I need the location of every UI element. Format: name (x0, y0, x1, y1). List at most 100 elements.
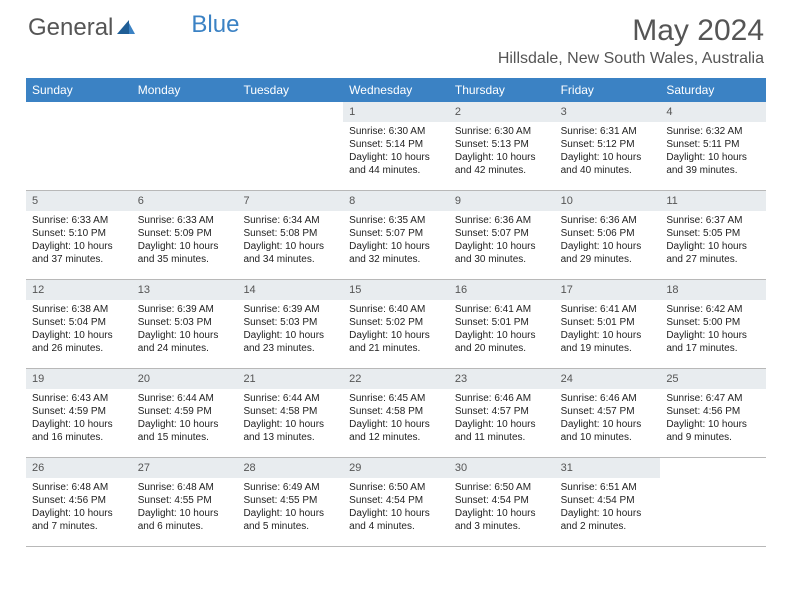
month-title: May 2024 (498, 14, 764, 48)
sunrise-text: Sunrise: 6:51 AM (561, 481, 655, 494)
daylight-text: Daylight: 10 hours and 5 minutes. (243, 507, 337, 533)
day-cell: 24Sunrise: 6:46 AMSunset: 4:57 PMDayligh… (555, 369, 661, 457)
location-text: Hillsdale, New South Wales, Australia (498, 50, 764, 68)
daylight-text: Daylight: 10 hours and 7 minutes. (32, 507, 126, 533)
day-number: 1 (343, 102, 449, 122)
day-body: Sunrise: 6:32 AMSunset: 5:11 PMDaylight:… (660, 122, 766, 181)
sunset-text: Sunset: 4:54 PM (349, 494, 443, 507)
day-number: 25 (660, 369, 766, 389)
day-cell: 30Sunrise: 6:50 AMSunset: 4:54 PMDayligh… (449, 458, 555, 546)
day-cell: 18Sunrise: 6:42 AMSunset: 5:00 PMDayligh… (660, 280, 766, 368)
sunrise-text: Sunrise: 6:35 AM (349, 214, 443, 227)
day-number: 9 (449, 191, 555, 211)
day-cell: 6Sunrise: 6:33 AMSunset: 5:09 PMDaylight… (132, 191, 238, 279)
daylight-text: Daylight: 10 hours and 27 minutes. (666, 240, 760, 266)
day-cell: 4Sunrise: 6:32 AMSunset: 5:11 PMDaylight… (660, 102, 766, 190)
sunset-text: Sunset: 4:57 PM (561, 405, 655, 418)
day-cell: 27Sunrise: 6:48 AMSunset: 4:55 PMDayligh… (132, 458, 238, 546)
daylight-text: Daylight: 10 hours and 15 minutes. (138, 418, 232, 444)
day-cell: 14Sunrise: 6:39 AMSunset: 5:03 PMDayligh… (237, 280, 343, 368)
daylight-text: Daylight: 10 hours and 37 minutes. (32, 240, 126, 266)
calendar: Sunday Monday Tuesday Wednesday Thursday… (26, 78, 766, 547)
day-body: Sunrise: 6:33 AMSunset: 5:10 PMDaylight:… (26, 211, 132, 270)
day-cell: 17Sunrise: 6:41 AMSunset: 5:01 PMDayligh… (555, 280, 661, 368)
day-body: Sunrise: 6:50 AMSunset: 4:54 PMDaylight:… (343, 478, 449, 537)
day-cell: 21Sunrise: 6:44 AMSunset: 4:58 PMDayligh… (237, 369, 343, 457)
day-number: 20 (132, 369, 238, 389)
day-number (26, 102, 132, 108)
daylight-text: Daylight: 10 hours and 13 minutes. (243, 418, 337, 444)
sunset-text: Sunset: 4:54 PM (561, 494, 655, 507)
day-body: Sunrise: 6:45 AMSunset: 4:58 PMDaylight:… (343, 389, 449, 448)
sunrise-text: Sunrise: 6:49 AM (243, 481, 337, 494)
sunrise-text: Sunrise: 6:46 AM (455, 392, 549, 405)
daylight-text: Daylight: 10 hours and 20 minutes. (455, 329, 549, 355)
day-number: 15 (343, 280, 449, 300)
day-body: Sunrise: 6:33 AMSunset: 5:09 PMDaylight:… (132, 211, 238, 270)
day-cell: 8Sunrise: 6:35 AMSunset: 5:07 PMDaylight… (343, 191, 449, 279)
weekday-header: Saturday (660, 78, 766, 102)
day-number (660, 458, 766, 464)
sunset-text: Sunset: 5:05 PM (666, 227, 760, 240)
day-cell: 23Sunrise: 6:46 AMSunset: 4:57 PMDayligh… (449, 369, 555, 457)
sunrise-text: Sunrise: 6:30 AM (349, 125, 443, 138)
day-body: Sunrise: 6:31 AMSunset: 5:12 PMDaylight:… (555, 122, 661, 181)
sunrise-text: Sunrise: 6:37 AM (666, 214, 760, 227)
daylight-text: Daylight: 10 hours and 12 minutes. (349, 418, 443, 444)
daylight-text: Daylight: 10 hours and 4 minutes. (349, 507, 443, 533)
day-body: Sunrise: 6:39 AMSunset: 5:03 PMDaylight:… (132, 300, 238, 359)
sunset-text: Sunset: 4:58 PM (243, 405, 337, 418)
sunrise-text: Sunrise: 6:36 AM (561, 214, 655, 227)
sunset-text: Sunset: 4:54 PM (455, 494, 549, 507)
sunset-text: Sunset: 4:58 PM (349, 405, 443, 418)
day-number: 22 (343, 369, 449, 389)
day-number: 12 (26, 280, 132, 300)
weekday-header-row: Sunday Monday Tuesday Wednesday Thursday… (26, 78, 766, 102)
day-number: 11 (660, 191, 766, 211)
sunset-text: Sunset: 5:13 PM (455, 138, 549, 151)
sunset-text: Sunset: 5:07 PM (455, 227, 549, 240)
day-cell (237, 102, 343, 190)
sunset-text: Sunset: 4:56 PM (666, 405, 760, 418)
day-number: 8 (343, 191, 449, 211)
daylight-text: Daylight: 10 hours and 39 minutes. (666, 151, 760, 177)
sunrise-text: Sunrise: 6:31 AM (561, 125, 655, 138)
daylight-text: Daylight: 10 hours and 23 minutes. (243, 329, 337, 355)
weekday-header: Sunday (26, 78, 132, 102)
day-body: Sunrise: 6:46 AMSunset: 4:57 PMDaylight:… (555, 389, 661, 448)
day-cell: 22Sunrise: 6:45 AMSunset: 4:58 PMDayligh… (343, 369, 449, 457)
day-cell: 31Sunrise: 6:51 AMSunset: 4:54 PMDayligh… (555, 458, 661, 546)
daylight-text: Daylight: 10 hours and 40 minutes. (561, 151, 655, 177)
sunset-text: Sunset: 5:08 PM (243, 227, 337, 240)
day-number: 7 (237, 191, 343, 211)
day-cell (132, 102, 238, 190)
daylight-text: Daylight: 10 hours and 30 minutes. (455, 240, 549, 266)
daylight-text: Daylight: 10 hours and 32 minutes. (349, 240, 443, 266)
day-number: 16 (449, 280, 555, 300)
sunrise-text: Sunrise: 6:44 AM (243, 392, 337, 405)
sunset-text: Sunset: 4:59 PM (32, 405, 126, 418)
sunrise-text: Sunrise: 6:32 AM (666, 125, 760, 138)
daylight-text: Daylight: 10 hours and 3 minutes. (455, 507, 549, 533)
day-body: Sunrise: 6:36 AMSunset: 5:07 PMDaylight:… (449, 211, 555, 270)
day-body: Sunrise: 6:44 AMSunset: 4:58 PMDaylight:… (237, 389, 343, 448)
week-row: 19Sunrise: 6:43 AMSunset: 4:59 PMDayligh… (26, 369, 766, 458)
day-body: Sunrise: 6:30 AMSunset: 5:14 PMDaylight:… (343, 122, 449, 181)
sunrise-text: Sunrise: 6:48 AM (32, 481, 126, 494)
day-body: Sunrise: 6:30 AMSunset: 5:13 PMDaylight:… (449, 122, 555, 181)
sunset-text: Sunset: 4:57 PM (455, 405, 549, 418)
sunrise-text: Sunrise: 6:36 AM (455, 214, 549, 227)
day-cell: 13Sunrise: 6:39 AMSunset: 5:03 PMDayligh… (132, 280, 238, 368)
day-body: Sunrise: 6:41 AMSunset: 5:01 PMDaylight:… (449, 300, 555, 359)
daylight-text: Daylight: 10 hours and 19 minutes. (561, 329, 655, 355)
day-body: Sunrise: 6:42 AMSunset: 5:00 PMDaylight:… (660, 300, 766, 359)
weekday-header: Friday (555, 78, 661, 102)
day-number: 17 (555, 280, 661, 300)
daylight-text: Daylight: 10 hours and 10 minutes. (561, 418, 655, 444)
day-cell: 20Sunrise: 6:44 AMSunset: 4:59 PMDayligh… (132, 369, 238, 457)
sunrise-text: Sunrise: 6:48 AM (138, 481, 232, 494)
sunset-text: Sunset: 5:12 PM (561, 138, 655, 151)
day-body: Sunrise: 6:43 AMSunset: 4:59 PMDaylight:… (26, 389, 132, 448)
day-number: 4 (660, 102, 766, 122)
day-body: Sunrise: 6:35 AMSunset: 5:07 PMDaylight:… (343, 211, 449, 270)
